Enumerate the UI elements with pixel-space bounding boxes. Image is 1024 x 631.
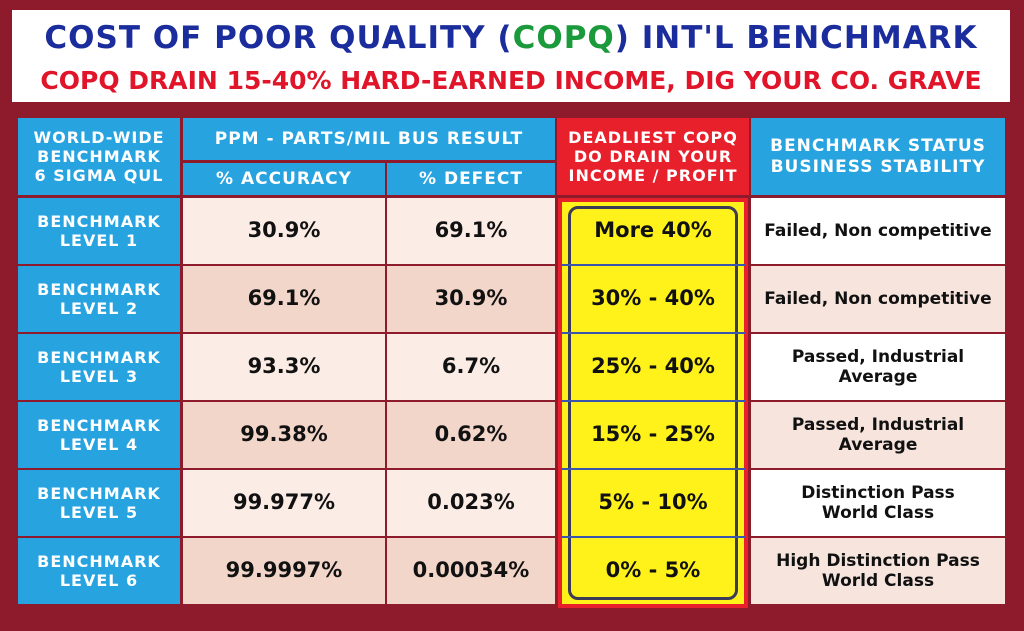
copq-cell: 15% - 25% (557, 402, 749, 468)
cell-text: LEVEL 6 (59, 571, 139, 590)
cell-text: 0.023% (427, 490, 515, 515)
cell-text: 6.7% (441, 354, 501, 379)
level-cell: BENCHMARK LEVEL 5 (18, 470, 180, 536)
cell-text: BENCHMARK (37, 415, 161, 435)
cell-text: LEVEL 5 (59, 503, 139, 522)
cell-text: 0.62% (434, 422, 508, 447)
cell-text: DEADLIEST COPQ (568, 127, 738, 147)
level-cell: BENCHMARK LEVEL 1 (18, 198, 180, 264)
accuracy-cell: 69.1% (183, 266, 385, 332)
cell-text: PPM - PARTS/MIL BUS RESULT (214, 128, 524, 149)
status-cell: Failed, Non competitive (751, 198, 1005, 264)
defect-cell: 6.7% (387, 334, 555, 400)
cell-text: BUSINESS STABILITY (770, 156, 986, 177)
cell-text: Failed, Non competitive (764, 220, 992, 241)
cell-text: High Distinction Pass (776, 550, 980, 571)
cell-text: LEVEL 3 (59, 367, 139, 386)
cell-text: % ACCURACY (216, 168, 352, 189)
row-divider (561, 400, 745, 402)
cell-text: World Class (821, 571, 935, 591)
cell-text: 0.00034% (412, 558, 530, 583)
copq-cell: 30% - 40% (557, 266, 749, 332)
copq-cell: 0% - 5% (557, 538, 749, 604)
title-band: COST OF POOR QUALITY (COPQ) INT'L BENCHM… (12, 10, 1010, 102)
cell-text: BENCHMARK (37, 211, 161, 231)
cell-text: Failed, Non competitive (764, 288, 992, 309)
cell-text: 30.9% (434, 286, 508, 311)
row-divider (561, 536, 745, 538)
defect-cell: 0.00034% (387, 538, 555, 604)
cell-text: BENCHMARK (37, 551, 161, 571)
subtitle: COPQ DRAIN 15-40% HARD-EARNED INCOME, DI… (40, 66, 982, 95)
copq-column (558, 198, 748, 608)
cell-text: 30.9% (247, 218, 321, 243)
title: COST OF POOR QUALITY (COPQ) INT'L BENCHM… (12, 20, 1010, 56)
accuracy-cell: 99.977% (183, 470, 385, 536)
cell-text: 15% - 25% (591, 422, 715, 447)
title-part: COPQ (512, 20, 615, 56)
cell-text: BENCHMARK (37, 483, 161, 503)
title-part: ) INT'L BENCHMARK (614, 20, 978, 56)
cell-text: 93.3% (247, 354, 321, 379)
cell-text: 6 SIGMA QUL (34, 166, 164, 186)
cell-text: 99.38% (240, 422, 328, 447)
cell-text: DO DRAIN YOUR (573, 146, 733, 166)
status-cell: Passed, Industrial Average (751, 402, 1005, 468)
cell-text: BENCHMARK (37, 279, 161, 299)
row-divider (561, 332, 745, 334)
defect-cell: 30.9% (387, 266, 555, 332)
header-cell: % ACCURACY (183, 163, 385, 195)
cell-text: 5% - 10% (598, 490, 708, 515)
cell-text: BENCHMARK (37, 347, 161, 367)
cell-text: WORLD-WIDE (33, 127, 165, 147)
defect-cell: 0.62% (387, 402, 555, 468)
status-cell: High Distinction Pass World Class (751, 538, 1005, 604)
level-cell: BENCHMARK LEVEL 6 (18, 538, 180, 604)
cell-text: 0% - 5% (605, 558, 701, 583)
cell-text: INCOME / PROFIT (568, 166, 738, 186)
cell-text: 99.9997% (225, 558, 343, 583)
defect-cell: 69.1% (387, 198, 555, 264)
copq-cell: 25% - 40% (557, 334, 749, 400)
cell-text: BENCHMARK (37, 146, 161, 166)
header-cell: BENCHMARK STATUS BUSINESS STABILITY (751, 118, 1005, 195)
cell-text: Passed, Industrial Average (791, 346, 965, 387)
cell-text: 69.1% (247, 286, 321, 311)
cell-text: 25% - 40% (591, 354, 715, 379)
cell-text: 30% - 40% (591, 286, 715, 311)
row-divider (561, 468, 745, 470)
header-cell: DEADLIEST COPQ DO DRAIN YOUR INCOME / PROF… (557, 118, 749, 195)
status-cell: Distinction Pass World Class (751, 470, 1005, 536)
cell-text: Distinction Pass (801, 482, 955, 503)
cell-text: LEVEL 1 (59, 231, 139, 250)
cell-text: BENCHMARK STATUS (770, 136, 986, 157)
accuracy-cell: 99.38% (183, 402, 385, 468)
cell-text: LEVEL 4 (59, 435, 139, 454)
cell-text: 69.1% (434, 218, 508, 243)
header-cell: PPM - PARTS/MIL BUS RESULT (183, 118, 555, 160)
row-divider (561, 264, 745, 266)
cell-text: LEVEL 2 (59, 299, 139, 318)
accuracy-cell: 30.9% (183, 198, 385, 264)
header-cell: WORLD-WIDE BENCHMARK 6 SIGMA QUL (18, 118, 180, 195)
defect-cell: 0.023% (387, 470, 555, 536)
cell-text: Passed, Industrial Average (791, 414, 965, 455)
cell-text: 99.977% (232, 490, 336, 515)
copq-cell: More 40% (557, 198, 749, 264)
accuracy-cell: 99.9997% (183, 538, 385, 604)
accuracy-cell: 93.3% (183, 334, 385, 400)
cell-text: % DEFECT (419, 168, 523, 189)
level-cell: BENCHMARK LEVEL 4 (18, 402, 180, 468)
copq-cell: 5% - 10% (557, 470, 749, 536)
cell-text: World Class (821, 503, 935, 523)
title-part: COST OF POOR QUALITY ( (44, 20, 513, 56)
status-cell: Failed, Non competitive (751, 266, 1005, 332)
status-cell: Passed, Industrial Average (751, 334, 1005, 400)
level-cell: BENCHMARK LEVEL 2 (18, 266, 180, 332)
level-cell: BENCHMARK LEVEL 3 (18, 334, 180, 400)
cell-text: More 40% (594, 218, 712, 243)
copq-frame (568, 206, 738, 600)
header-cell: % DEFECT (387, 163, 555, 195)
